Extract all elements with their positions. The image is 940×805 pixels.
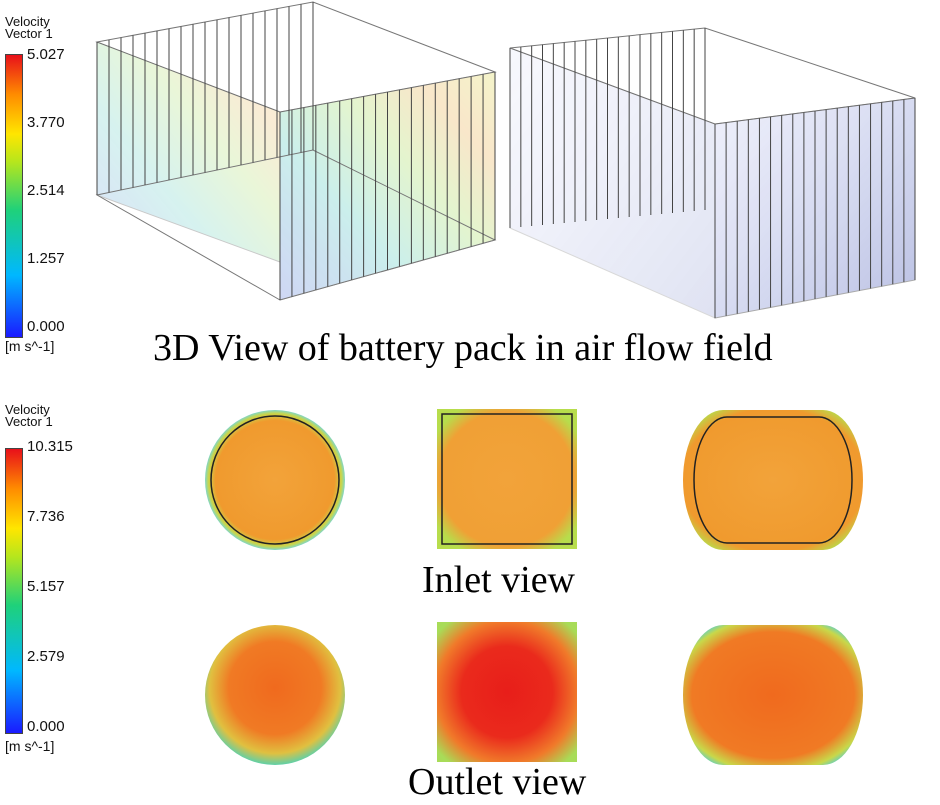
caption-inlet-view: Inlet view (422, 559, 576, 601)
legend-tick: 2.579 (27, 648, 65, 665)
velocity-legend-bottom: Velocity Vector 1 10.315 7.736 5.157 2.5… (5, 402, 85, 764)
caption-outlet-view: Outlet view (408, 761, 587, 803)
inlet-view-circle (205, 410, 345, 550)
inlet-view-square (437, 409, 577, 549)
legend-tick: 0.000 (27, 718, 65, 735)
outlet-view-circle (205, 625, 345, 765)
legend-color-bar (5, 448, 23, 734)
legend-tick: 2.514 (27, 182, 65, 199)
legend-tick: 5.027 (27, 46, 65, 63)
caption-3d-view: 3D View of battery pack in air flow fiel… (153, 327, 773, 369)
legend-unit: [m s^-1] (5, 338, 55, 354)
legend-tick: 0.000 (27, 318, 65, 335)
legend-tick: 7.736 (27, 508, 65, 525)
legend-unit: [m s^-1] (5, 738, 55, 754)
velocity-legend-top: Velocity Vector 1 5.027 3.770 2.514 1.25… (5, 14, 85, 354)
outlet-view-square (437, 622, 577, 762)
outlet-view-capsule (683, 625, 863, 765)
battery-pack-3d-view-left (95, 1, 497, 301)
legend-title-line2: Vector 1 (5, 414, 53, 429)
legend-tick: 1.257 (27, 250, 65, 267)
legend-color-bar (5, 54, 23, 338)
legend-title-line1: Velocity (5, 14, 50, 29)
legend-tick: 5.157 (27, 578, 65, 595)
legend-tick: 10.315 (27, 438, 73, 455)
legend-title-line1: Velocity (5, 402, 50, 417)
legend-title-line2: Vector 1 (5, 26, 53, 41)
legend-tick: 3.770 (27, 114, 65, 131)
inlet-view-capsule (683, 410, 863, 550)
battery-pack-3d-view-right (509, 27, 916, 319)
